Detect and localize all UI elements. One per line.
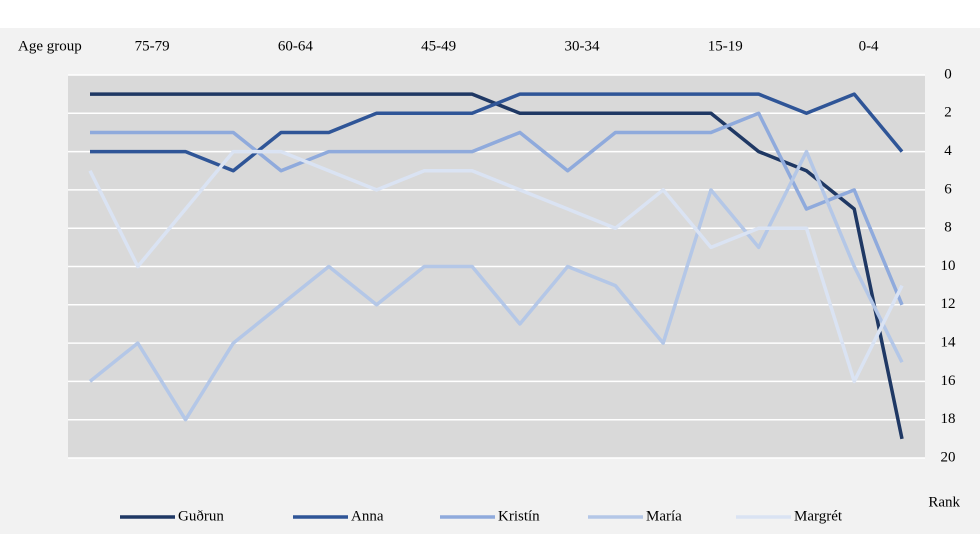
- series-line: [90, 92, 904, 173]
- y-tick-label: 16: [941, 373, 957, 389]
- y-tick-label: 10: [941, 258, 956, 274]
- x-tick-label: 75-79: [135, 38, 170, 54]
- y-tick-label: 0: [944, 66, 952, 82]
- x-tick-label: 15-19: [708, 38, 743, 54]
- y-tick-label: 14: [941, 335, 957, 351]
- x-tick-label: 0-4: [859, 38, 879, 54]
- y-tick-label: 18: [941, 411, 956, 427]
- series-line: [90, 111, 904, 306]
- series-line: [88, 149, 904, 422]
- y-tick-label: 8: [944, 220, 952, 236]
- legend-label: Margrét: [794, 508, 843, 524]
- y-axis-label: Rank: [928, 494, 960, 510]
- y-tick-label: 2: [944, 105, 952, 121]
- y-tick-label: 20: [941, 449, 956, 465]
- legend-label: Kristín: [498, 508, 540, 524]
- x-tick-label: 30-34: [564, 38, 599, 54]
- y-tick-label: 12: [941, 296, 956, 312]
- y-tick-label: 4: [944, 143, 952, 159]
- x-tick-label: 60-64: [278, 38, 313, 54]
- legend-label: Guðrun: [178, 508, 224, 524]
- legend-label: Anna: [351, 508, 384, 524]
- x-axis-label: Age group: [18, 38, 82, 54]
- x-tick-label: 45-49: [421, 38, 456, 54]
- series-line: [88, 149, 904, 384]
- y-tick-label: 6: [944, 181, 952, 197]
- legend-label: María: [646, 508, 682, 524]
